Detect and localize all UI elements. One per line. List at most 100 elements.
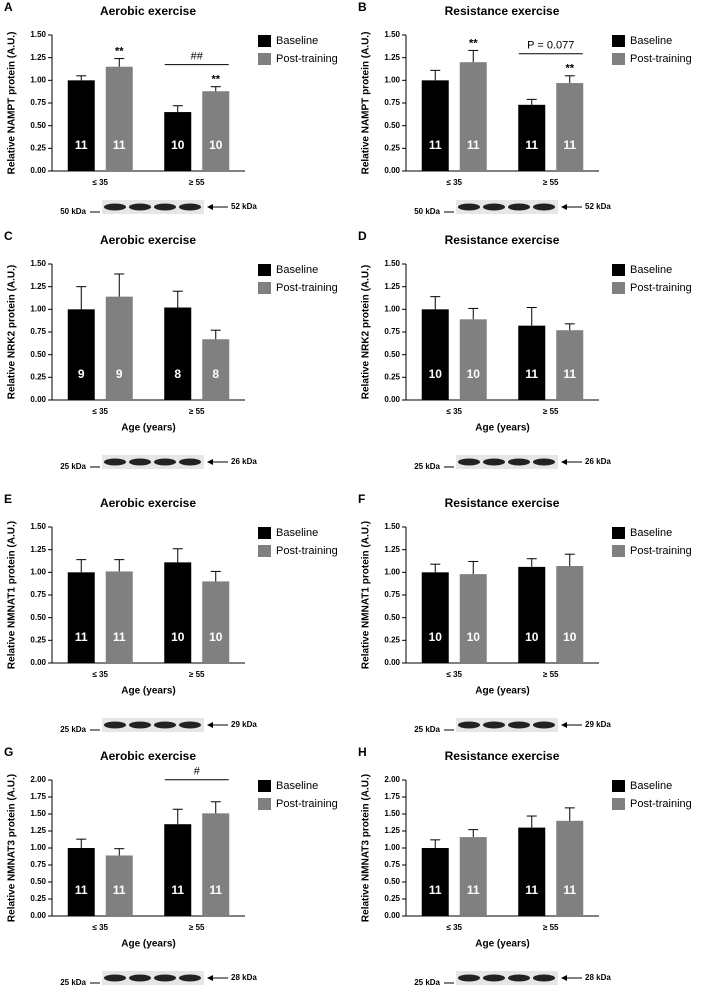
legend-swatch <box>258 35 271 47</box>
y-tick-label: 1.00 <box>384 304 400 313</box>
blot-right-label: 26 kDa <box>585 457 611 466</box>
y-tick-label: 1.00 <box>30 304 46 313</box>
y-tick-label: 0.00 <box>30 911 46 920</box>
blot-right-label: 28 kDa <box>231 973 257 982</box>
arrow-head <box>561 204 567 210</box>
y-tick-label: 0.75 <box>30 98 46 107</box>
n-label: 11 <box>467 138 480 152</box>
y-tick-label: 0.00 <box>384 658 400 667</box>
significance-marker: ** <box>115 45 124 57</box>
bar <box>518 104 546 171</box>
y-tick-label: 0.50 <box>30 350 46 359</box>
n-label: 11 <box>429 138 442 152</box>
panel: F Resistance exercise Relative NMNAT1 prot… <box>358 492 692 734</box>
blot-left-label: 25 kDa <box>414 725 440 734</box>
blot-band <box>154 721 176 729</box>
blot-band <box>104 458 126 466</box>
blot-right-label: 52 kDa <box>231 202 257 211</box>
blot-band <box>104 974 126 982</box>
bar <box>421 80 449 171</box>
blot-band <box>179 203 201 211</box>
blot-band <box>179 458 201 466</box>
blot-left-label: 25 kDa <box>414 978 440 987</box>
blot-left-label: 25 kDa <box>60 462 86 471</box>
x-axis-label: Age (years) <box>121 686 175 697</box>
legend-swatch <box>258 780 271 792</box>
y-tick-label: 1.75 <box>384 792 400 801</box>
blot-band <box>508 721 530 729</box>
legend-swatch <box>612 798 625 810</box>
bar <box>105 66 133 171</box>
x-axis-label: Age (years) <box>121 939 175 950</box>
n-label: 10 <box>525 630 539 644</box>
blot-band <box>508 458 530 466</box>
arrow-head <box>561 459 567 465</box>
bar <box>164 562 192 663</box>
panel: E Aerobic exercise Relative NMNAT1 protein… <box>4 492 338 734</box>
y-axis-label: Relative NMNAT3 protein (A.U.) <box>361 774 372 922</box>
legend-label: Post-training <box>276 545 338 557</box>
n-label: 9 <box>78 367 85 381</box>
legend-label: Post-training <box>630 282 692 294</box>
x-tick-label: ≥ 55 <box>189 407 205 416</box>
n-label: 11 <box>467 883 480 897</box>
n-label: 10 <box>171 138 185 152</box>
blot-left-label: 50 kDa <box>60 207 86 216</box>
y-axis-label: Relative NAMPT protein (A.U.) <box>361 32 372 175</box>
n-label: 11 <box>429 883 442 897</box>
blot-band <box>154 203 176 211</box>
x-axis-label: Age (years) <box>475 423 529 434</box>
legend-swatch <box>258 527 271 539</box>
legend-swatch <box>258 282 271 294</box>
y-tick-label: 0.50 <box>384 121 400 130</box>
y-tick-label: 0.00 <box>384 395 400 404</box>
y-tick-label: 1.50 <box>384 522 400 531</box>
n-label: 11 <box>209 883 222 897</box>
n-label: 11 <box>113 138 126 152</box>
legend-label: Baseline <box>630 35 672 47</box>
blot-band <box>483 974 505 982</box>
n-label: 10 <box>467 367 481 381</box>
legend-swatch <box>612 545 625 557</box>
blot-band <box>533 203 555 211</box>
chart-title: Resistance exercise <box>445 233 560 247</box>
panel-label: A <box>4 0 13 14</box>
blot-right-label: 29 kDa <box>231 720 257 729</box>
y-tick-label: 1.50 <box>30 259 46 268</box>
y-tick-label: 0.75 <box>384 327 400 336</box>
blot-band <box>129 203 151 211</box>
n-label: 11 <box>75 883 88 897</box>
x-tick-label: ≥ 55 <box>189 670 205 679</box>
panel-label: B <box>358 0 367 14</box>
bar <box>202 91 230 171</box>
blot-right-label: 52 kDa <box>585 202 611 211</box>
x-tick-label: ≥ 55 <box>189 923 205 932</box>
blot-band <box>154 458 176 466</box>
bar <box>556 820 584 916</box>
blot <box>102 971 204 985</box>
bar <box>459 62 487 172</box>
blot-band <box>508 203 530 211</box>
legend-label: Baseline <box>630 264 672 276</box>
significance-marker: ** <box>565 63 574 75</box>
n-label: 11 <box>75 138 88 152</box>
blot-band <box>483 203 505 211</box>
y-axis-label: Relative NRK2 protein (A.U.) <box>361 265 372 399</box>
bar <box>202 339 230 400</box>
y-tick-label: 1.00 <box>384 75 400 84</box>
y-tick-label: 0.50 <box>384 877 400 886</box>
y-axis-label: Relative NAMPT protein (A.U.) <box>7 32 18 175</box>
bar <box>518 566 546 663</box>
y-axis-label: Relative NMNAT1 protein (A.U.) <box>7 521 18 669</box>
legend-swatch <box>258 798 271 810</box>
n-label: 10 <box>429 630 443 644</box>
blot-band <box>154 974 176 982</box>
n-label: 9 <box>116 367 123 381</box>
y-tick-label: 0.75 <box>384 98 400 107</box>
bar <box>202 581 230 663</box>
x-tick-label: ≥ 55 <box>543 670 559 679</box>
chart-title: Aerobic exercise <box>100 233 196 247</box>
blot-band <box>508 974 530 982</box>
n-label: 10 <box>171 630 185 644</box>
